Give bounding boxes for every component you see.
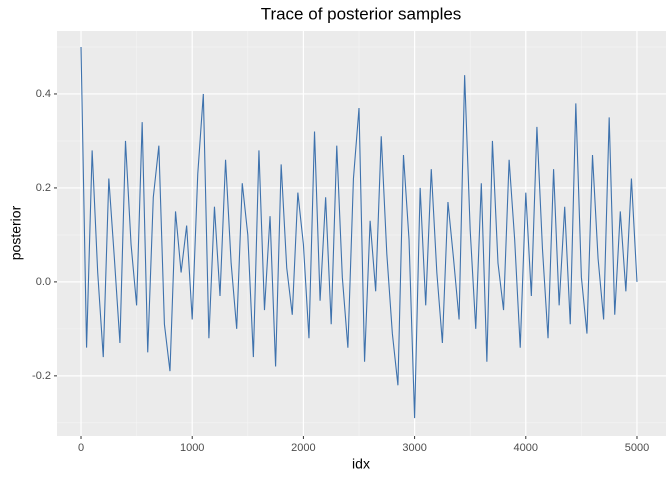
x-tick-label: 1000 [180,442,204,454]
trace-line [80,46,638,419]
x-tick-label: 4000 [514,442,538,454]
x-tick-label: 0 [78,442,84,454]
x-tick-label: 5000 [625,442,649,454]
y-tick-label: 0.2 [36,182,51,194]
y-tick-label: -0.2 [32,370,51,382]
chart-title: Trace of posterior samples [261,4,462,23]
y-tick-label: 0.4 [36,88,51,100]
x-tick-label: 3000 [402,442,426,454]
x-axis-label: idx [352,456,370,472]
x-tick-label: 2000 [291,442,315,454]
y-axis-label: posterior [8,205,24,260]
y-tick-label: 0.0 [36,276,51,288]
